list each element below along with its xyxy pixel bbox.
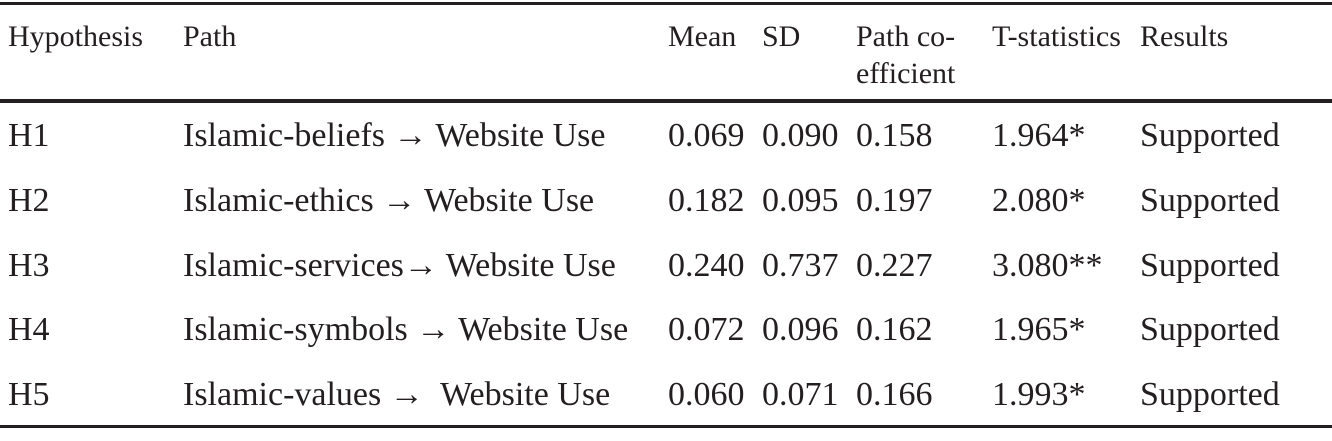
table-cell: 0.072 (668, 311, 745, 348)
table-cell: 0.166 (856, 376, 933, 413)
table-cell: 3.080** (992, 247, 1103, 284)
header-cell: Path (183, 20, 237, 53)
table-cell: 0.095 (762, 182, 839, 219)
table-cell: H3 (8, 247, 50, 284)
top-rule (0, 2, 1332, 5)
table-cell: 0.071 (762, 376, 839, 413)
table-cell: H1 (8, 117, 50, 154)
table-cell: 0.090 (762, 117, 839, 154)
table-cell: 0.227 (856, 247, 933, 284)
bottom-rule (0, 425, 1332, 428)
table-cell: 0.096 (762, 311, 839, 348)
table-cell: Supported (1140, 117, 1280, 154)
header-cell: Path co- efficient (856, 20, 956, 90)
header-cell: Hypothesis (8, 20, 143, 53)
table-cell: Supported (1140, 311, 1280, 348)
table-cell: Islamic-values → Website Use (183, 376, 611, 413)
header-cell: Results (1140, 20, 1229, 53)
table-cell: Islamic-ethics → Website Use (183, 182, 595, 219)
table-cell: 0.197 (856, 182, 933, 219)
table-cell: H4 (8, 311, 50, 348)
table-cell: 1.993* (992, 376, 1086, 413)
header-cell: T-statistics (992, 20, 1121, 53)
table-cell: 0.182 (668, 182, 745, 219)
table-cell: H2 (8, 182, 50, 219)
table-cell: 0.240 (668, 247, 745, 284)
header-cell: SD (762, 20, 801, 53)
table-cell: 0.158 (856, 117, 933, 154)
table-cell: Islamic-symbols → Website Use (183, 311, 629, 348)
table-cell: 2.080* (992, 182, 1086, 219)
table-cell: 1.965* (992, 311, 1086, 348)
table-cell: 1.964* (992, 117, 1086, 154)
table-cell: 0.069 (668, 117, 745, 154)
table-cell: 0.162 (856, 311, 933, 348)
table-cell: 0.737 (762, 247, 839, 284)
table-cell: H5 (8, 376, 50, 413)
table-cell: Supported (1140, 247, 1280, 284)
table-cell: Supported (1140, 182, 1280, 219)
table-cell: 0.060 (668, 376, 745, 413)
table-cell: Supported (1140, 376, 1280, 413)
table-cell: Islamic-beliefs → Website Use (183, 117, 606, 154)
header-cell: Mean (668, 20, 737, 53)
header-rule (0, 99, 1332, 103)
table-cell: Islamic-services→ Website Use (183, 247, 616, 284)
